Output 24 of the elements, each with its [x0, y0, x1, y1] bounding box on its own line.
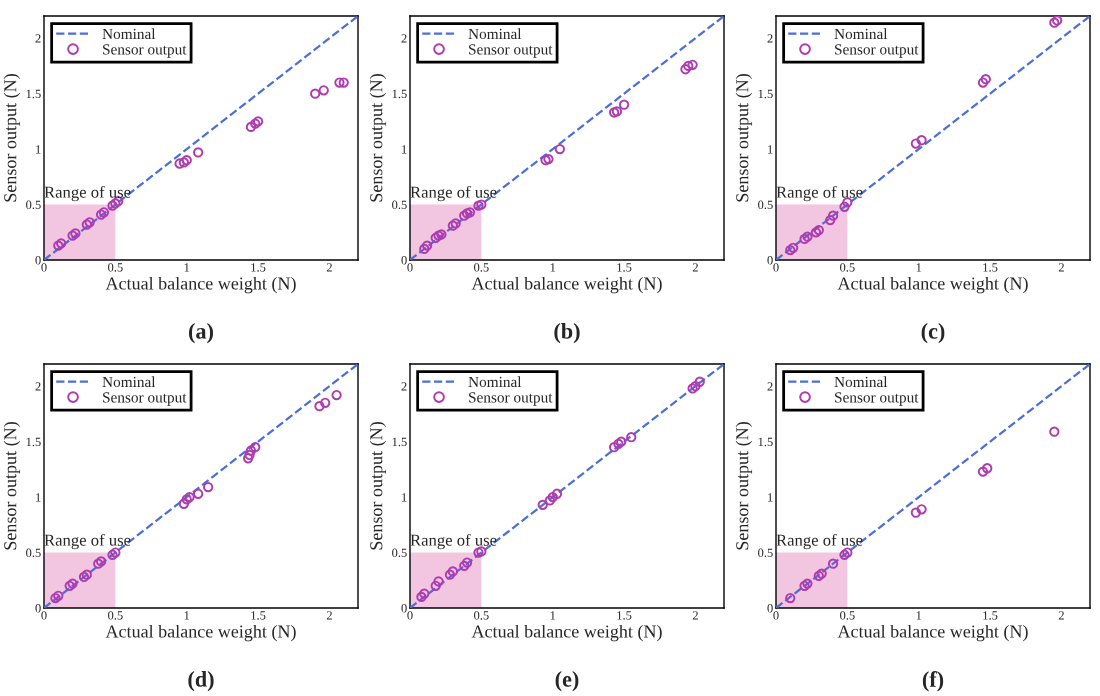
- band-label: Range of use: [410, 185, 497, 202]
- y-axis-title: Sensor output (N): [369, 74, 387, 202]
- y-axis-title: Sensor output (N): [735, 74, 753, 202]
- x-axis-title: Actual balance weight (N): [471, 276, 662, 294]
- band-label: Range of use: [44, 185, 131, 202]
- x-axis-title: Actual balance weight (N): [105, 624, 296, 642]
- y-axis-title: Sensor output (N): [3, 422, 21, 550]
- text: (b): [554, 323, 580, 344]
- y-axis-title: Sensor output (N): [735, 422, 753, 550]
- band-label: Range of use: [776, 533, 863, 550]
- y-axis-title: Sensor output (N): [369, 422, 387, 550]
- band-label: Range of use: [776, 185, 863, 202]
- text: (a): [189, 323, 213, 344]
- text: (e): [555, 671, 579, 692]
- y-axis-title: Sensor output (N): [3, 74, 21, 202]
- text: (c): [921, 323, 945, 344]
- band-label: Range of use: [410, 533, 497, 550]
- text: (f): [922, 671, 944, 692]
- x-axis-title: Actual balance weight (N): [471, 624, 662, 642]
- x-axis-title: Actual balance weight (N): [105, 276, 296, 294]
- text: (d): [188, 671, 214, 692]
- x-axis-title: Actual balance weight (N): [837, 624, 1028, 642]
- x-axis-title: Actual balance weight (N): [837, 276, 1028, 294]
- band-label: Range of use: [44, 533, 131, 550]
